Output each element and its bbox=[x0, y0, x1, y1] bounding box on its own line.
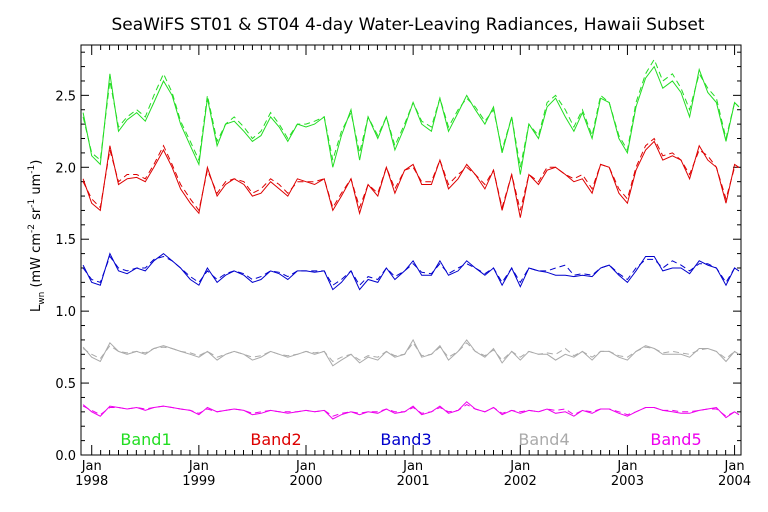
ylabel-mid: sr bbox=[29, 207, 44, 224]
y-tick-label: 1.5 bbox=[55, 233, 76, 248]
x-tick-year: 2003 bbox=[611, 474, 644, 489]
x-tick-month: Jan bbox=[724, 459, 745, 474]
ylabel-sub: wn bbox=[37, 292, 47, 305]
chart-title: SeaWiFS ST01 & ST04 4-day Water-Leaving … bbox=[111, 15, 704, 35]
series-band1-solid bbox=[82, 65, 740, 175]
legend-band5: Band5 bbox=[650, 430, 701, 449]
legend-band4: Band4 bbox=[518, 430, 569, 449]
ylabel-exp1: -2 bbox=[27, 224, 37, 233]
series-band5-dashed bbox=[82, 404, 740, 417]
axis-ticks: 0.00.51.01.52.02.5Jan1998Jan1999Jan2000J… bbox=[55, 45, 751, 489]
x-tick-year: 2000 bbox=[289, 474, 322, 489]
data-series bbox=[82, 58, 740, 420]
series-band4-dashed bbox=[82, 341, 740, 363]
x-tick-month: Jan bbox=[295, 459, 316, 474]
y-tick-label: 1.0 bbox=[55, 305, 76, 320]
ylabel-rest: (mW cm bbox=[29, 233, 44, 292]
y-tick-label: 0.0 bbox=[55, 449, 76, 464]
y-axis-label: Lwn (mW cm-2 sr-1 um-1) bbox=[27, 160, 47, 312]
x-tick-year: 1999 bbox=[182, 474, 215, 489]
x-tick-month: Jan bbox=[188, 459, 209, 474]
x-tick-month: Jan bbox=[616, 459, 637, 474]
series-band3-solid bbox=[82, 252, 740, 291]
x-tick-year: 2002 bbox=[504, 474, 537, 489]
series-band5-solid bbox=[82, 401, 740, 420]
y-tick-label: 0.5 bbox=[55, 377, 76, 392]
x-tick-year: 2001 bbox=[397, 474, 430, 489]
x-tick-month: Jan bbox=[402, 459, 423, 474]
y-tick-label: 2.0 bbox=[55, 161, 76, 176]
legend-band1: Band1 bbox=[120, 430, 171, 449]
ylabel-exp3: -1 bbox=[27, 165, 37, 174]
ylabel-main: L bbox=[29, 304, 44, 312]
ylabel-mid2: um bbox=[29, 174, 44, 199]
y-tick-label: 2.5 bbox=[55, 89, 76, 104]
legend-band3: Band3 bbox=[380, 430, 431, 449]
x-tick-month: Jan bbox=[509, 459, 530, 474]
legend-band2: Band2 bbox=[250, 430, 301, 449]
x-tick-year: 2004 bbox=[718, 474, 751, 489]
series-band1-dashed bbox=[82, 58, 740, 168]
series-band2-dashed bbox=[82, 137, 739, 212]
x-tick-year: 1998 bbox=[75, 474, 108, 489]
series-band2-solid bbox=[82, 140, 740, 218]
ylabel-exp2: -1 bbox=[27, 199, 37, 208]
svg-text:Lwn (mW cm-2 sr-1 um-1): Lwn (mW cm-2 sr-1 um-1) bbox=[27, 160, 47, 312]
legend: Band1 Band2 Band3 Band4 Band5 bbox=[120, 430, 701, 449]
ylabel-end: ) bbox=[29, 160, 44, 165]
series-band4-solid bbox=[82, 338, 740, 367]
x-tick-month: Jan bbox=[81, 459, 102, 474]
series-band3-dashed bbox=[82, 255, 740, 287]
plot-area-frame bbox=[80, 44, 742, 456]
